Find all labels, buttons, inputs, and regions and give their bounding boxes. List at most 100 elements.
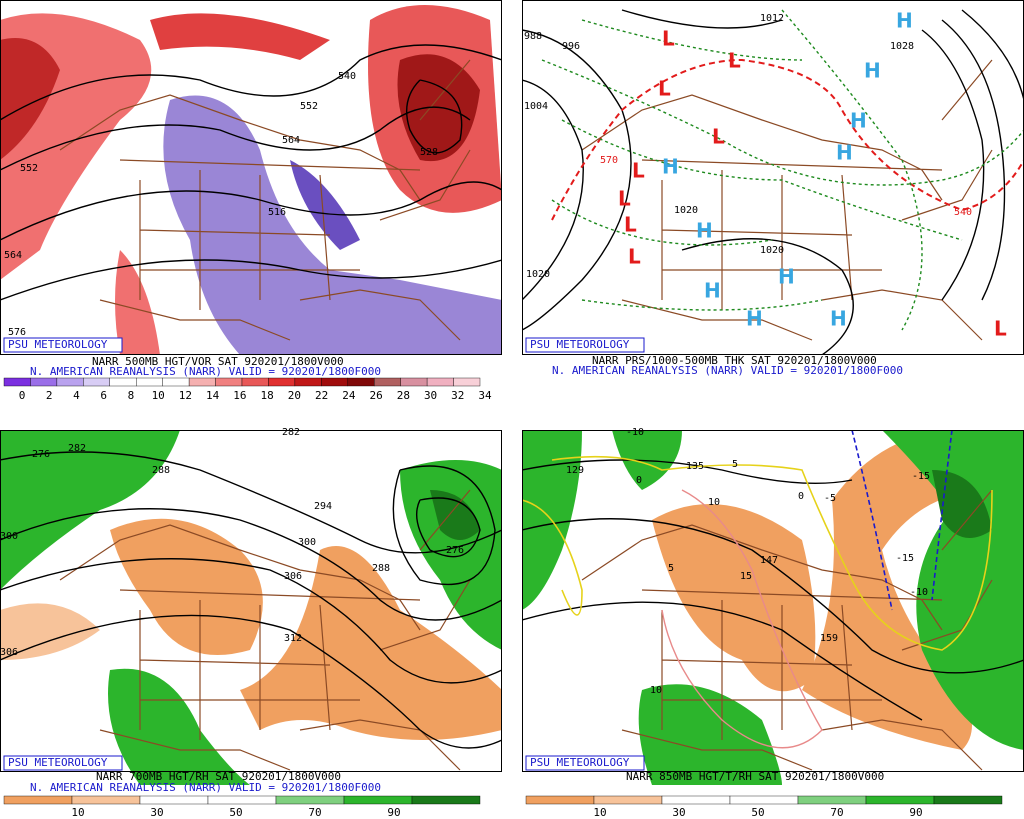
colorbar-swatch	[56, 377, 84, 387]
contour-label: 294	[314, 501, 332, 512]
high-center: H	[696, 219, 713, 243]
high-center: H	[830, 307, 847, 331]
colorbar-swatch	[241, 377, 269, 387]
map	[522, 430, 1024, 785]
colorbar-swatch	[139, 795, 209, 805]
subcaption: N. AMERICAN REANALYSIS (NARR) VALID = 92…	[30, 365, 381, 378]
contour-label: 282	[68, 443, 86, 454]
contour-label: 552	[20, 163, 38, 174]
credit: PSU METEOROLOGY	[530, 338, 630, 351]
colorbar-label: 12	[179, 389, 192, 402]
credit-box	[525, 755, 645, 771]
low-center: L	[618, 187, 631, 211]
colorbar-swatch	[400, 377, 428, 387]
contour-label: 5	[668, 563, 674, 574]
contour-label: 1012	[760, 13, 784, 24]
contour-label: 288	[152, 465, 170, 476]
low-center: L	[632, 159, 645, 183]
colorbar-label: 0	[19, 389, 26, 402]
contour-label: 135	[686, 461, 704, 472]
colorbar-label: 70	[830, 806, 843, 819]
contour-label: 528	[420, 147, 438, 158]
high-center: H	[662, 155, 679, 179]
contour-label: 276	[446, 545, 464, 556]
colorbar-swatch	[207, 795, 277, 805]
credit-box	[3, 755, 123, 771]
high-center: H	[836, 141, 853, 165]
high-center: H	[778, 265, 795, 289]
contour-label: -5	[824, 493, 836, 504]
colorbar-label: 70	[308, 806, 321, 819]
high-center: H	[850, 109, 867, 133]
colorbar-swatch	[933, 795, 1003, 805]
colorbar-label: 34	[478, 389, 492, 402]
contour-label: 15	[740, 571, 752, 582]
colorbar-label: 10	[71, 806, 84, 819]
colorbar-label: 24	[342, 389, 356, 402]
colorbar-swatch	[374, 377, 401, 387]
contour-label: 564	[4, 250, 22, 261]
credit: PSU METEOROLOGY	[8, 338, 108, 351]
contour-label: 1020	[674, 205, 698, 216]
contour-label: -15	[912, 471, 930, 482]
panel-850mb: 129 135 147 159 -10 -5 -15 -15 -10 5 5 1…	[522, 427, 1024, 785]
map	[522, 0, 1024, 355]
map	[0, 430, 502, 785]
colorbar-swatch	[593, 795, 663, 805]
caption: NARR PRS/1000-500MB THK SAT 920201/1800V…	[592, 354, 877, 367]
caption: NARR 500MB HGT/VOR SAT 920201/1800V000	[92, 355, 344, 368]
frame	[0, 0, 502, 355]
colorbar-swatch	[426, 377, 454, 387]
contour-label: 10	[650, 685, 662, 696]
colorbar-swatch	[30, 377, 58, 387]
high-center: H	[896, 9, 913, 33]
colorbar-swatch	[797, 795, 867, 805]
contour-label: 576	[8, 327, 26, 338]
contour-label: -10	[910, 587, 928, 598]
contour-label: 10	[708, 497, 720, 508]
credit: PSU METEOROLOGY	[530, 756, 630, 769]
colorbar-label: 2	[46, 389, 53, 402]
colorbar-label: 14	[206, 389, 220, 402]
frame	[0, 430, 502, 772]
colorbar-swatch	[661, 795, 731, 805]
contour-label: 1020	[526, 269, 550, 280]
captions: PSU METEOROLOGY NARR 500MB HGT/VOR SAT 9…	[3, 337, 903, 794]
colorbar-label: 22	[315, 389, 328, 402]
colorbar-label: 90	[387, 806, 400, 819]
panel-500mb: 552 528 540 552 564 516 564 576	[0, 0, 502, 355]
colorbar-swatch	[162, 377, 190, 387]
contour-label: -15	[896, 553, 914, 564]
contour-label: 540	[338, 71, 356, 82]
contour-label: 570	[600, 155, 618, 166]
contour-label: 288	[372, 563, 390, 574]
contour-label: 988	[524, 31, 542, 42]
contour-label: 300	[0, 531, 18, 542]
contour-label: 564	[282, 135, 300, 146]
contour-label: 5	[732, 459, 738, 470]
colorbar-swatch	[729, 795, 799, 805]
colorbar-swatch	[136, 377, 163, 387]
contour-label: 312	[284, 633, 302, 644]
colorbar-label: 50	[751, 806, 764, 819]
high-center: H	[704, 279, 721, 303]
low-center: L	[658, 77, 671, 101]
contour-label: 996	[562, 41, 580, 52]
colorbar-label: 28	[397, 389, 410, 402]
contour-label: 0	[636, 475, 642, 486]
colorbar-swatch	[268, 377, 296, 387]
colorbar-label: 90	[909, 806, 922, 819]
subcaption: N. AMERICAN REANALYSIS (NARR) VALID = 92…	[552, 364, 903, 377]
colorbar-swatch	[109, 377, 137, 387]
colorbar-label: 10	[593, 806, 606, 819]
colorbar-swatch	[343, 795, 413, 805]
low-center: L	[624, 213, 637, 237]
low-center: L	[662, 27, 675, 51]
high-center: H	[746, 307, 763, 331]
credit-box	[525, 337, 645, 353]
colorbar-swatch	[411, 795, 481, 805]
contour-label: -10	[626, 427, 644, 438]
contour-label: 552	[300, 101, 318, 112]
